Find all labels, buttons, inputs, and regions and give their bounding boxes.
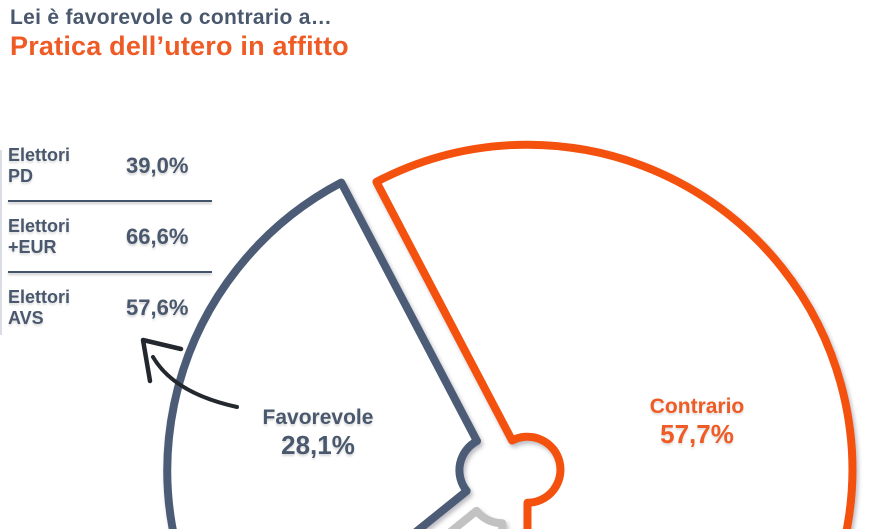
pie-wedge-favorevole	[163, 178, 481, 529]
contrario-name: Contrario	[649, 395, 745, 418]
row-group-label: Elettori PD	[8, 145, 126, 187]
page-title-question: Lei è favorevole o contrario a…	[10, 6, 333, 29]
group-party: +EUR	[8, 236, 57, 257]
pie-wedge-contrario	[372, 140, 857, 529]
favorevole-label: Favorevole 28,1%	[230, 406, 406, 460]
favorevole-name: Favorevole	[262, 406, 374, 429]
group-name: Elettori	[8, 286, 71, 307]
group-party: AVS	[8, 307, 44, 328]
breakdown-table: Elettori PD 39,0% Elettori +EUR 66,6% El…	[8, 131, 212, 342]
table-row: Elettori AVS 57,6%	[8, 273, 212, 342]
row-divider	[8, 271, 212, 273]
row-group-label: Elettori AVS	[8, 287, 126, 329]
table-row: Elettori PD 39,0%	[8, 131, 212, 200]
left-edge-artifact	[0, 150, 2, 335]
favorevole-percent: 28,1%	[281, 430, 355, 460]
contrario-label: Contrario 57,7%	[612, 395, 782, 449]
pie-wedge-unlabeled	[447, 506, 507, 529]
table-row: Elettori +EUR 66,6%	[8, 202, 212, 271]
group-party: PD	[8, 165, 34, 186]
group-name: Elettori	[8, 144, 71, 165]
annotation-arrow-icon	[140, 337, 239, 409]
page-title-topic: Pratica dell’utero in affitto	[10, 31, 349, 61]
row-value: 39,0%	[126, 152, 189, 178]
row-value: 66,6%	[126, 223, 189, 249]
row-divider	[8, 200, 212, 202]
contrario-percent: 57,7%	[660, 419, 734, 449]
row-value: 57,6%	[126, 294, 189, 320]
pie-wedges	[163, 140, 857, 529]
group-name: Elettori	[8, 215, 71, 236]
row-group-label: Elettori +EUR	[8, 216, 126, 258]
title-block: Lei è favorevole o contrario a… Pratica …	[10, 5, 349, 62]
